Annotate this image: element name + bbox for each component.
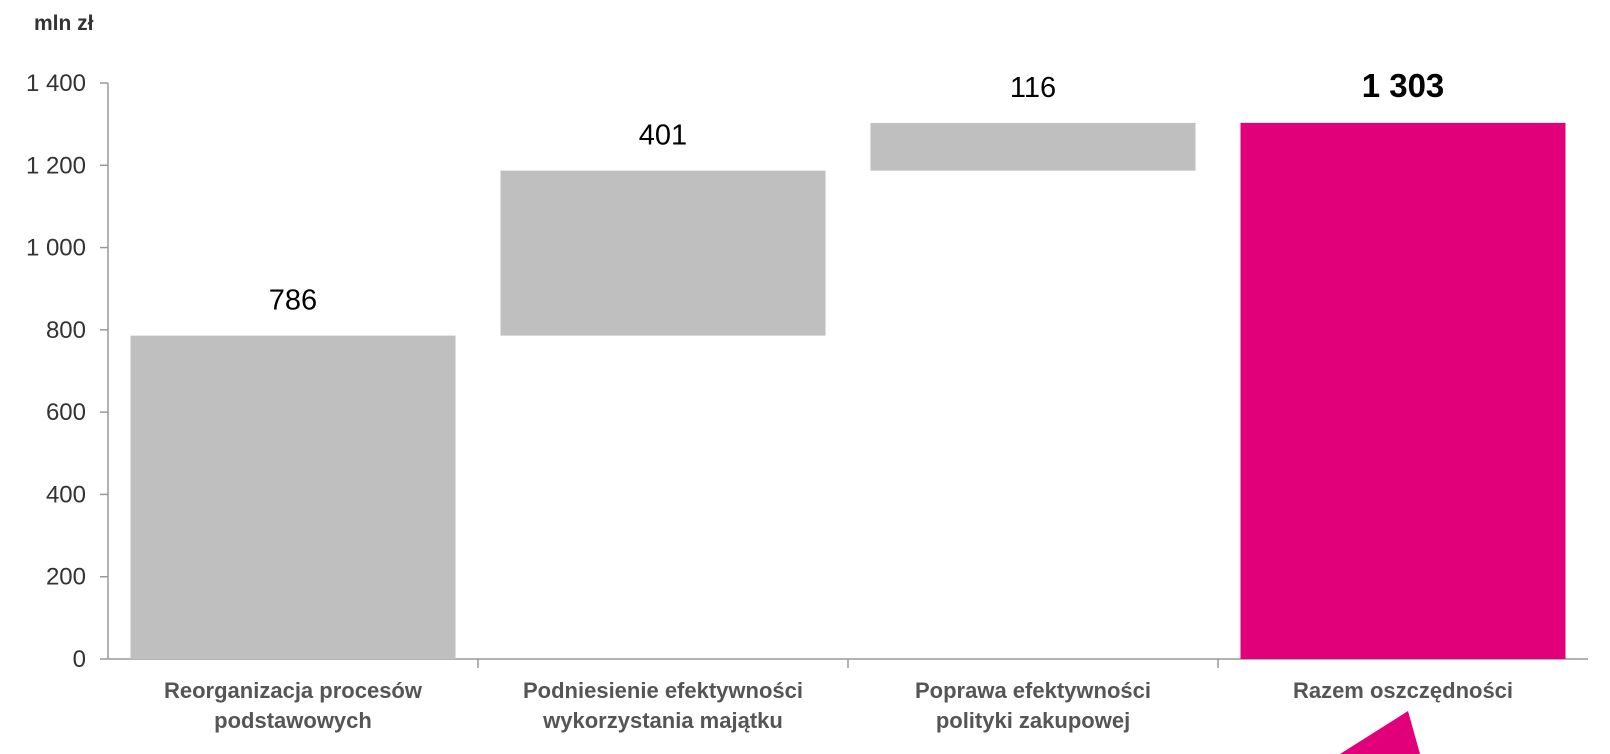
data-label: 1 303 <box>1362 67 1445 104</box>
x-category-label: Poprawa efektywności <box>915 678 1151 703</box>
data-label: 116 <box>1010 72 1056 104</box>
x-category-label: polityki zakupowej <box>936 708 1130 733</box>
y-tick-label: 1 000 <box>26 235 86 262</box>
y-tick-label: 200 <box>46 564 86 591</box>
x-category-label: Reorganizacja procesów <box>164 678 423 703</box>
x-category-label: Podniesienie efektywności <box>523 678 803 703</box>
axis-layer: 0 200 400 600 800 1 000 1 200 1 400 <box>26 70 1588 673</box>
y-tick-label: 1 200 <box>26 152 86 179</box>
y-tick-label: 800 <box>46 317 86 344</box>
waterfall-bar <box>500 170 826 336</box>
total-bar <box>1240 122 1566 659</box>
bars-layer <box>130 122 1566 659</box>
data-label: 401 <box>639 120 687 152</box>
y-tick-label: 600 <box>46 399 86 426</box>
x-category-label: Razem oszczędności <box>1293 678 1513 703</box>
labels-layer: 786 Reorganizacja procesów podstawowych 401… <box>164 67 1513 733</box>
y-tick-label: 1 400 <box>26 70 86 97</box>
y-tick-label: 0 <box>73 646 86 673</box>
x-category-label: wykorzystania majątku <box>542 708 783 733</box>
x-category-label: podstawowych <box>214 708 372 733</box>
waterfall-bar <box>870 122 1196 171</box>
y-axis-unit-label: mln zł <box>34 12 94 35</box>
decorative-corner-shape <box>1340 711 1420 754</box>
data-label: 786 <box>269 285 317 317</box>
y-tick-label: 400 <box>46 481 86 508</box>
waterfall-bar <box>130 335 456 659</box>
